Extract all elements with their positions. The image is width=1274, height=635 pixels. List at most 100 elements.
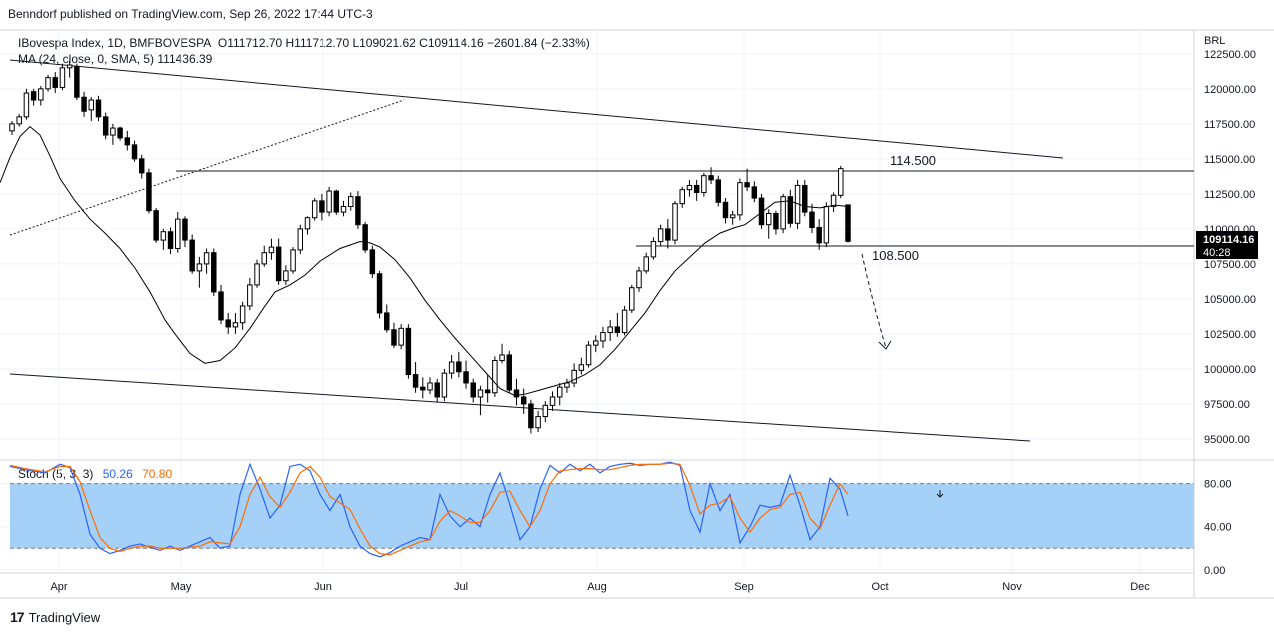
candle[interactable] (261, 245, 267, 267)
candle[interactable] (838, 165, 844, 199)
candle[interactable] (52, 72, 58, 94)
candle[interactable] (816, 219, 822, 250)
candle[interactable] (283, 265, 289, 285)
candle[interactable] (247, 277, 253, 311)
candle[interactable] (38, 86, 44, 106)
candle[interactable] (693, 179, 700, 201)
candle[interactable] (81, 91, 87, 117)
candle[interactable] (585, 340, 592, 368)
candle[interactable] (268, 238, 275, 260)
time-axis[interactable]: Apr May Jun Jul Aug Sep Oct Nov Dec (50, 581, 1150, 593)
candle[interactable] (686, 179, 693, 197)
stoch-alert-arrow-icon[interactable] (936, 490, 944, 498)
candle[interactable] (340, 200, 347, 217)
candle[interactable] (211, 248, 217, 297)
candle[interactable] (650, 237, 657, 260)
candle[interactable] (347, 192, 354, 211)
candle[interactable] (830, 192, 837, 213)
candle[interactable] (412, 361, 419, 393)
candle[interactable] (326, 186, 332, 217)
candle[interactable] (672, 200, 678, 245)
candle[interactable] (614, 312, 621, 337)
tradingview-brand[interactable]: 17 TradingView (10, 609, 100, 625)
drawings[interactable] (9, 59, 1194, 442)
candle[interactable] (376, 270, 383, 319)
candle[interactable] (636, 266, 642, 292)
stoch-k-line[interactable] (9, 461, 849, 558)
candle[interactable] (715, 175, 722, 207)
candle[interactable] (679, 186, 685, 208)
candle[interactable] (88, 97, 95, 122)
projection-arrow[interactable] (861, 253, 887, 349)
candle[interactable] (600, 326, 606, 348)
candle[interactable] (59, 63, 66, 91)
candle[interactable] (175, 212, 181, 253)
candle[interactable] (463, 360, 469, 389)
candle[interactable] (665, 219, 671, 249)
upper-channel-line[interactable] (9, 59, 1064, 159)
candle[interactable] (225, 312, 231, 334)
candle[interactable] (499, 343, 505, 364)
symbol-name[interactable]: IBovespa Index, 1D, BMFBOVESPA (18, 36, 211, 50)
candle[interactable] (117, 126, 123, 141)
candles[interactable] (9, 60, 851, 434)
candle[interactable] (311, 198, 318, 221)
dotted-trend-line[interactable] (9, 99, 405, 236)
candle[interactable] (290, 247, 296, 274)
ma-line[interactable] (0, 125, 849, 397)
candle[interactable] (362, 221, 368, 253)
candle[interactable] (629, 284, 635, 313)
candle[interactable] (138, 154, 145, 179)
candle[interactable] (405, 324, 412, 379)
candle[interactable] (102, 112, 109, 140)
resistance-label[interactable]: 114.500 (890, 153, 936, 168)
candle[interactable] (593, 335, 599, 353)
candle[interactable] (182, 216, 188, 248)
candle[interactable] (16, 114, 22, 127)
candle[interactable] (297, 224, 304, 255)
candle[interactable] (160, 228, 167, 250)
candle[interactable] (124, 130, 131, 151)
candle[interactable] (787, 189, 794, 228)
candle[interactable] (30, 88, 37, 106)
candle[interactable] (722, 198, 729, 224)
candle[interactable] (513, 378, 520, 406)
candle[interactable] (549, 391, 556, 411)
candle[interactable] (802, 179, 808, 217)
candle[interactable] (369, 245, 376, 278)
candle[interactable] (542, 401, 549, 423)
candle[interactable] (737, 178, 743, 221)
lower-channel-line[interactable] (9, 373, 1031, 442)
candle[interactable] (448, 354, 455, 379)
candle[interactable] (751, 181, 758, 203)
candle[interactable] (427, 377, 433, 395)
candle[interactable] (571, 363, 577, 388)
stoch-d-line[interactable] (9, 462, 849, 556)
candle[interactable] (131, 140, 138, 162)
price-axis[interactable]: 122500.00 120000.00 117500.00 115000.00 1125… (1204, 49, 1256, 446)
candle[interactable] (167, 227, 174, 255)
candle[interactable] (773, 210, 779, 235)
candle[interactable] (758, 193, 765, 229)
candle[interactable] (95, 95, 102, 122)
candle[interactable] (239, 301, 246, 330)
candle[interactable] (304, 216, 311, 235)
candle[interactable] (520, 388, 527, 414)
candle[interactable] (153, 207, 159, 243)
candle[interactable] (355, 191, 361, 229)
candle[interactable] (319, 193, 325, 221)
ma-legend[interactable]: MA (24, close, 0, SMA, 5) 111436.39 (18, 52, 213, 66)
candle[interactable] (333, 189, 340, 215)
candle[interactable] (66, 60, 73, 78)
candle[interactable] (275, 238, 282, 285)
candle[interactable] (765, 209, 772, 239)
candle[interactable] (528, 399, 534, 434)
candle[interactable] (398, 324, 404, 350)
candle[interactable] (578, 357, 585, 375)
candle[interactable] (744, 168, 750, 192)
candle[interactable] (470, 378, 476, 403)
candle[interactable] (708, 167, 714, 185)
candle[interactable] (535, 410, 541, 432)
candle[interactable] (203, 248, 210, 274)
